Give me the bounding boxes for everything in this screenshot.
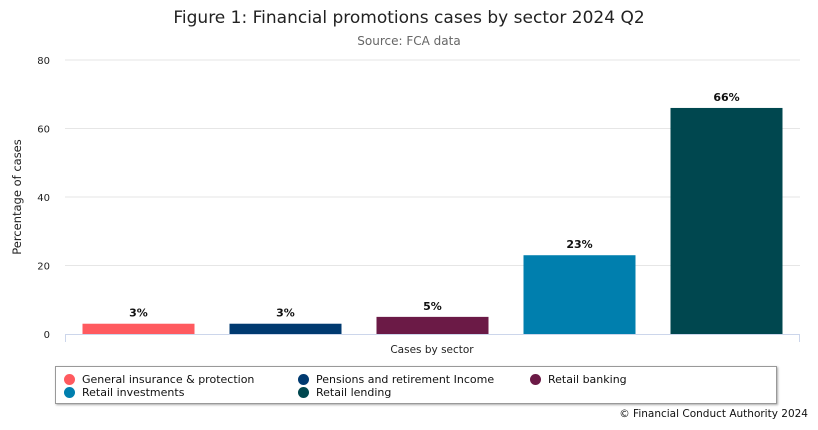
legend-item[interactable]: Pensions and retirement Income: [298, 372, 494, 386]
y-tick-label: 0: [44, 330, 50, 341]
data-label: 66%: [713, 91, 739, 104]
legend-marker-icon: [298, 373, 309, 385]
y-tick-label: 60: [37, 125, 50, 136]
bar: [670, 107, 783, 334]
data-label: 23%: [566, 238, 592, 251]
bar: [229, 323, 342, 334]
legend-label: Pensions and retirement Income: [316, 372, 495, 386]
y-tick-label: 40: [37, 193, 50, 204]
data-label: 3%: [129, 307, 148, 320]
bar: [376, 316, 489, 334]
data-label: 3%: [276, 307, 295, 320]
legend-label: Retail investments: [82, 385, 185, 399]
legend-marker-icon: [64, 373, 75, 385]
credit: © Financial Conduct Authority 2024: [619, 408, 808, 420]
legend-label: General insurance & protection: [82, 372, 255, 386]
x-axis-label: Cases by sector: [390, 344, 474, 356]
bar: [523, 255, 636, 334]
legend-item[interactable]: Retail banking: [530, 372, 627, 386]
y-tick-label: 20: [37, 262, 50, 273]
chart-title: Figure 1: Financial promotions cases by …: [173, 8, 644, 28]
bar: [82, 323, 195, 334]
legend-label: Retail lending: [316, 385, 392, 399]
legend-marker-icon: [64, 386, 75, 398]
legend-marker-icon: [298, 386, 309, 398]
bar-chart: Figure 1: Financial promotions cases by …: [10, 8, 800, 356]
legend-marker-icon: [530, 373, 541, 385]
legend-item[interactable]: Retail lending: [298, 385, 391, 399]
legend-item[interactable]: General insurance & protection: [64, 372, 254, 386]
legend-label: Retail banking: [548, 372, 627, 386]
y-tick-label: 80: [37, 56, 50, 67]
legend-item[interactable]: Retail investments: [64, 385, 184, 399]
legend: General insurance & protection Pensions a…: [55, 366, 777, 404]
chart-subtitle: Source: FCA data: [357, 34, 460, 48]
y-axis-label: Percentage of cases: [10, 139, 24, 255]
data-label: 5%: [423, 300, 442, 313]
